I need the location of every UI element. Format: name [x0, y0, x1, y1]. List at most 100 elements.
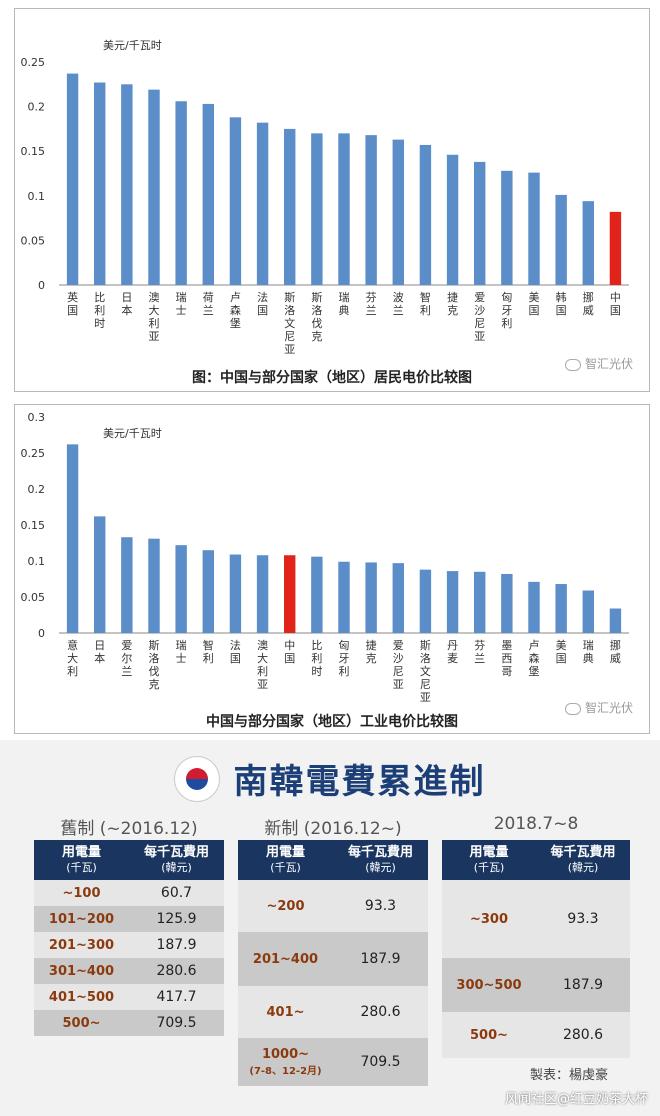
- bar-中国: [609, 211, 622, 285]
- x-tick-label: 斯洛伐克: [311, 291, 322, 343]
- wechat-icon: [564, 702, 581, 715]
- tariff-row: ~100 60.7: [34, 880, 224, 906]
- bar-斯洛伐克: [311, 133, 323, 285]
- summer-tariff-table: 用電量 (千瓦) 每千瓦費用 (韓元) ~300 93.3 300~500 187.9 50…: [442, 840, 630, 1058]
- x-tick-label: 法国: [230, 638, 241, 665]
- bar-英国: [66, 73, 79, 285]
- bar-比利时: [94, 82, 106, 286]
- bar-匈牙利: [338, 561, 350, 633]
- table-credit: 製表：楊虔豪: [529, 1068, 608, 1083]
- x-tick-label: 芬兰: [366, 291, 377, 317]
- korea-title: 南韓電費累進制: [233, 762, 486, 802]
- usage-range: 301~400: [48, 963, 115, 979]
- x-tick-label: 匈牙利: [501, 290, 512, 330]
- bar-斯洛伐克: [148, 538, 160, 633]
- summer-system-label: 2018.7~8: [493, 814, 579, 834]
- new-system-label: 新制 (2016.12~): [264, 819, 402, 839]
- y-tick-label: 0.15: [21, 145, 46, 158]
- tariff-row: 500~ 280.6: [442, 1012, 630, 1058]
- price-per-kwh: 125.9: [156, 911, 197, 927]
- bar-墨西哥: [501, 573, 513, 633]
- x-tick-label: 智利: [203, 638, 214, 665]
- x-tick-label: 比利时: [311, 639, 322, 678]
- bar-比利时: [311, 556, 323, 633]
- korea-flag-icon: [174, 755, 221, 802]
- x-tick-label: 美国: [556, 639, 567, 665]
- industrial-price-chart: 美元/千瓦时 0 0.05 0.1 0.15 0.2 0.25 0.3 意大利 日本 爱尔兰 斯洛伐克…: [21, 411, 629, 704]
- usage-range: 401~500: [48, 989, 115, 1005]
- bar-智利: [202, 550, 214, 633]
- x-tick-label: 捷克: [366, 638, 377, 665]
- x-tick-label: 爱沙尼亚: [474, 291, 485, 343]
- y-tick-label: 0.2: [28, 101, 46, 114]
- tariff-row: 301~400 280.6: [34, 958, 224, 984]
- x-tick-label: 卢森堡: [529, 639, 540, 678]
- bar-瑞典: [582, 590, 594, 633]
- usage-range: ~200: [266, 898, 305, 914]
- x-tick-label: 日本: [94, 639, 105, 665]
- x-tick-label: 爱沙尼亚: [393, 639, 404, 691]
- tariff-row: 1000~ (7-8、12-2月) 709.5: [238, 1038, 428, 1086]
- wechat-icon: [564, 358, 581, 371]
- bar-挪威: [582, 201, 594, 285]
- usage-range: ~300: [469, 911, 509, 927]
- chart1-watermark: 智汇光伏: [564, 355, 633, 372]
- x-tick-label: 挪威: [583, 290, 594, 317]
- bar-爱尔兰: [121, 537, 133, 633]
- bar-智利: [419, 144, 432, 285]
- bar-爱沙尼亚: [474, 161, 486, 285]
- bar-挪威: [609, 608, 622, 633]
- price-per-kwh: 709.5: [156, 1015, 197, 1031]
- tariff-row: 201~400 187.9: [238, 932, 428, 986]
- y-tick-label: 0.05: [21, 591, 46, 604]
- industrial-chart-panel: 美元/千瓦时 0 0.05 0.1 0.15 0.2 0.25 0.3 意大利 日本 爱尔兰 斯洛伐克…: [14, 404, 650, 734]
- x-tick-label: 挪威: [610, 638, 621, 665]
- y-tick-label: 0: [38, 279, 45, 292]
- x-tick-label: 瑞典: [583, 638, 594, 665]
- tariff-row: 401~ 280.6: [238, 986, 428, 1038]
- table-header: 用電量 (千瓦) 每千瓦費用 (韓元): [238, 840, 428, 880]
- usage-range: 500~: [62, 1015, 101, 1031]
- korea-tariff-section: 南韓電費累進制 舊制 (~2016.12) 新制 (2016.12~) 2018…: [0, 740, 660, 1116]
- x-tick-label: 丹麦: [447, 639, 458, 665]
- x-tick-label: 中国: [284, 639, 295, 665]
- x-tick-label: 匈牙利: [339, 638, 350, 678]
- bar-捷克: [446, 154, 459, 285]
- bar-爱沙尼亚: [392, 563, 404, 633]
- x-tick-label: 澳大利亚: [149, 291, 160, 343]
- table-header: 用電量 (千瓦) 每千瓦費用 (韓元): [34, 840, 224, 880]
- tariff-row: 201~300 187.9: [34, 932, 224, 958]
- x-tick-label: 瑞士: [176, 638, 187, 665]
- residential-chart-title: 图：中国与部分国家（地区）居民电价比较图: [192, 370, 472, 386]
- y-tick-label: 0.05: [21, 234, 46, 247]
- bar-瑞士: [175, 545, 187, 633]
- x-tick-label: 墨西哥: [501, 639, 512, 678]
- usage-range: 500~: [469, 1027, 509, 1043]
- table-header: 用電量 (千瓦) 每千瓦費用 (韓元): [442, 840, 630, 880]
- y-tick-label: 0.15: [21, 519, 46, 532]
- x-tick-label: 英国: [67, 290, 78, 317]
- residential-chart-panel: 美元/千瓦时 0 0.05 0.1 0.15 0.2 0.25 英国 比利时 日本 澳大利亚 瑞士 荷兰…: [14, 8, 650, 392]
- bar-瑞士: [175, 101, 187, 285]
- bar-日本: [121, 84, 133, 285]
- chart2-watermark: 智汇光伏: [564, 699, 633, 716]
- x-tick-label: 日本: [121, 291, 132, 317]
- residential-price-chart: 美元/千瓦时 0 0.05 0.1 0.15 0.2 0.25 英国 比利时 日本 澳大利亚 瑞士荷兰…: [21, 39, 629, 356]
- industrial-chart-title: 中国与部分国家（地区）工业电价比较图: [206, 714, 458, 730]
- bar-美国: [528, 172, 540, 285]
- price-per-kwh: 187.9: [156, 937, 197, 953]
- usage-range: 101~200: [48, 911, 115, 927]
- x-tick-label: 捷克: [447, 290, 458, 317]
- x-tick-label: 韩国: [556, 290, 567, 317]
- x-tick-label: 斯洛伐克: [149, 639, 160, 691]
- site-watermark: 风闻社区@红豆奶茶大杯: [504, 1092, 648, 1107]
- x-tick-label: 比利时: [94, 291, 105, 330]
- price-per-kwh: 60.7: [160, 885, 193, 901]
- tariff-row: 101~200 125.9: [34, 906, 224, 932]
- y-unit-label: 美元/千瓦时: [103, 39, 162, 52]
- x-tick-label: 法国: [257, 290, 268, 317]
- x-tick-label: 中国: [610, 291, 621, 317]
- bar-法国: [256, 122, 269, 285]
- bar-澳大利亚: [148, 89, 160, 285]
- bar-芬兰: [365, 135, 377, 285]
